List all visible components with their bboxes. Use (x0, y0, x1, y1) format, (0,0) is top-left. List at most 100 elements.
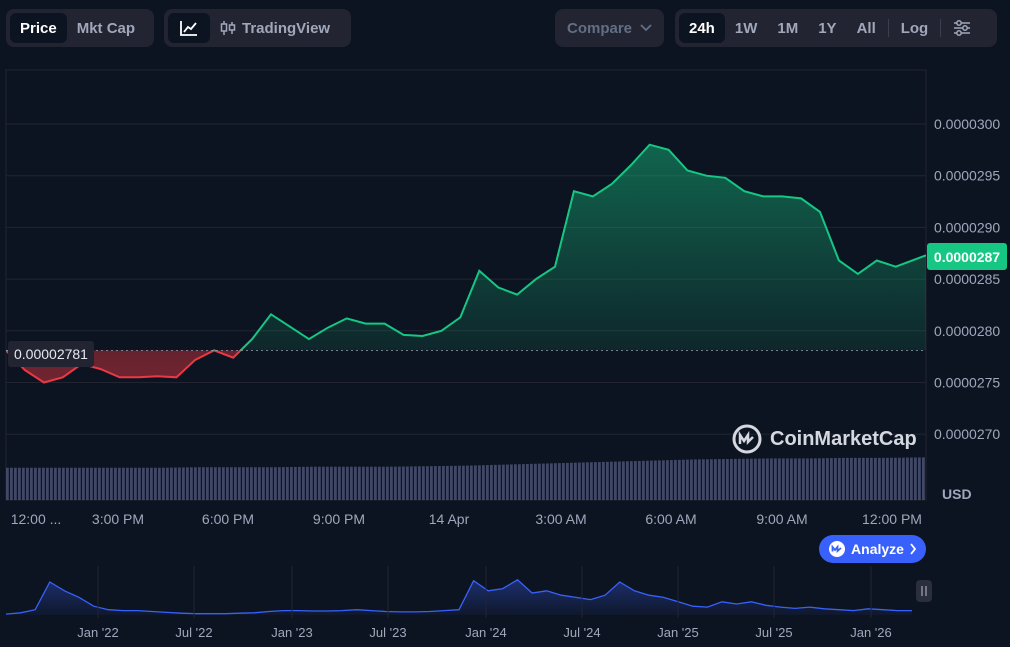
volume-bar (370, 466, 373, 500)
volume-bar (270, 467, 273, 500)
volume-bar (634, 461, 637, 500)
volume-bar (182, 467, 185, 500)
chevron-right-icon (910, 543, 917, 555)
line-chart-button[interactable] (168, 13, 210, 43)
volume-bar (82, 467, 85, 500)
volume-bar (422, 466, 425, 500)
price-tab[interactable]: Price (10, 13, 67, 43)
volume-bar (886, 457, 889, 500)
volume-bar (186, 467, 189, 500)
volume-bar (90, 467, 93, 500)
volume-bar (446, 465, 449, 500)
volume-bar (410, 466, 413, 500)
volume-bar (658, 460, 661, 500)
volume-bar (522, 464, 525, 500)
volume-bar (198, 467, 201, 500)
volume-bar (426, 466, 429, 500)
navigator-tick-label: Jul '23 (369, 625, 406, 640)
range-all-button[interactable]: All (856, 19, 876, 37)
tradingview-button[interactable]: TradingView (210, 13, 340, 43)
volume-bar (78, 467, 81, 500)
volume-bar (18, 467, 21, 500)
range-1m-button[interactable]: 1M (777, 19, 799, 37)
navigator[interactable] (5, 566, 912, 618)
volume-bar (46, 467, 49, 500)
volume-bar (814, 458, 817, 500)
volume-bar (298, 466, 301, 500)
volume-bar (810, 458, 813, 500)
volume-bar (730, 458, 733, 500)
analyze-icon (829, 541, 846, 557)
compare-label: Compare (566, 19, 633, 37)
volume-bar (610, 461, 613, 500)
volume-bar (594, 462, 597, 500)
volume-bar (170, 467, 173, 500)
volume-bar (230, 467, 233, 500)
x-tick-label: 6:00 AM (645, 511, 696, 527)
volume-bar (486, 465, 489, 500)
volume-bar (850, 457, 853, 500)
volume-bar (146, 467, 149, 500)
volume-bar (246, 467, 249, 500)
range-24h-button[interactable]: 24h (679, 13, 725, 43)
volume-bar (898, 457, 901, 500)
volume-bar (394, 466, 397, 500)
y-tick-label: 0.0000300 (934, 116, 1000, 132)
range-1y-button[interactable]: 1Y (818, 19, 837, 37)
navigator-axis: Jan '22 Jul '22 Jan '23 Jul '23 Jan '24 Jul '… (77, 625, 892, 640)
volume-bar (626, 461, 629, 500)
y-tick-label: 0.0000280 (934, 323, 1000, 339)
volume-bar (286, 467, 289, 500)
volume-bar (58, 467, 61, 500)
volume-bar (498, 464, 501, 500)
volume-bar (866, 457, 869, 500)
volume-bar (126, 467, 129, 500)
volume-bar (266, 467, 269, 500)
volume-bar (166, 467, 169, 500)
volume-bar (894, 457, 897, 500)
chart-settings-button[interactable] (943, 13, 981, 43)
volume-bar (314, 466, 317, 500)
price-mktcap-toggle: Price Mkt Cap (6, 9, 154, 47)
volume-bar (342, 466, 345, 500)
volume-bar (882, 457, 885, 500)
volume-bar (718, 459, 721, 500)
volume-bar (402, 466, 405, 500)
volume-bar (614, 461, 617, 500)
volume-bar (918, 457, 921, 500)
volume-bar (50, 467, 53, 500)
compare-dropdown[interactable]: Compare (555, 9, 664, 47)
analyze-label: Analyze (851, 541, 904, 557)
volume-bar (38, 467, 41, 500)
navigator-tick-label: Jul '24 (563, 625, 600, 640)
volume-bar (62, 467, 65, 500)
volume-bar (206, 467, 209, 500)
range-1w-button[interactable]: 1W (734, 19, 758, 37)
last-price-label: 0.0000287 (927, 243, 1007, 270)
volume-bar (434, 466, 437, 500)
volume-bar (870, 457, 873, 500)
log-scale-button[interactable]: Log (900, 19, 929, 37)
volume-bar (774, 458, 777, 500)
volume-bar (862, 457, 865, 500)
mktcap-tab[interactable]: Mkt Cap (76, 19, 136, 37)
volume-bar (154, 467, 157, 500)
volume-bar (858, 457, 861, 500)
volume-bar (22, 467, 25, 500)
volume-bar (494, 464, 497, 500)
volume-bar (474, 465, 477, 500)
volume-bar (750, 458, 753, 500)
analyze-button[interactable]: Analyze (819, 535, 926, 563)
navigator-drag-handle[interactable] (916, 580, 932, 602)
volume-bar (66, 467, 69, 500)
price-line-up (6, 143, 926, 351)
volume-bar (322, 466, 325, 500)
navigator-tick-label: Jan '24 (465, 625, 507, 640)
volume-bar (890, 457, 893, 500)
volume-bar (914, 457, 917, 500)
volume-bar (542, 463, 545, 500)
navigator-tick-label: Jan '22 (77, 625, 119, 640)
volume-bar (454, 465, 457, 500)
volume-bar (742, 458, 745, 500)
